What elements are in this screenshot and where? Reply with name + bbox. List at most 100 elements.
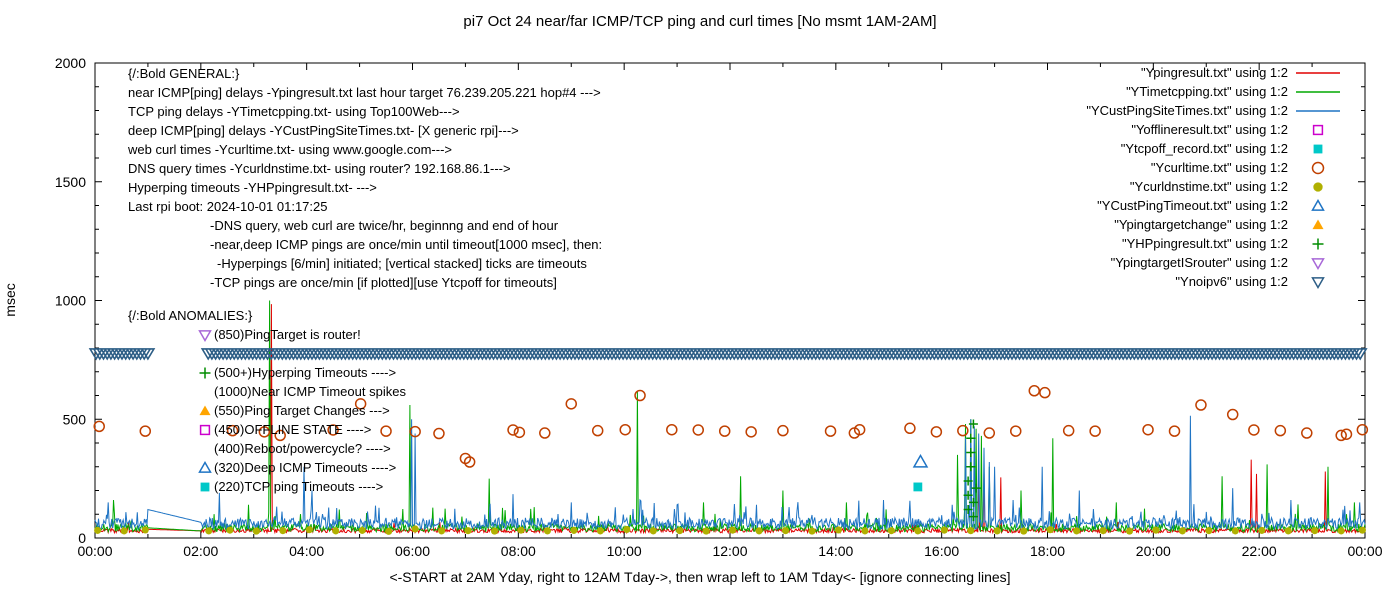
anomaly-item: (1000)Near ICMP Timeout spikes xyxy=(198,382,406,401)
general-annotations: {/:Bold GENERAL:} near ICMP[ping] delays … xyxy=(128,64,602,292)
anomaly-item: (500+)Hyperping Timeouts ----> xyxy=(198,363,406,382)
anomaly-label: (450)OFFLINE STATE ----> xyxy=(214,422,372,437)
legend-item: "Ycurltime.txt" using 1:2 xyxy=(1086,158,1344,177)
plot-border xyxy=(94,62,1366,539)
legend-item: "Ypingtargetchange" using 1:2 xyxy=(1086,215,1344,234)
x-tick-label: 18:00 xyxy=(1030,543,1065,559)
nabla-open-icon xyxy=(1311,257,1325,270)
anomaly-label: (220)TCP ping Timeouts ----> xyxy=(214,479,384,494)
anomaly-bullet-empty xyxy=(198,385,214,399)
general-line: near ICMP[ping] delays -Ypingresult.txt … xyxy=(128,85,601,100)
legend-item-label: "YTimetcpping.txt" using 1:2 xyxy=(1126,84,1288,99)
line-sample xyxy=(1296,71,1340,74)
anomaly-label: (850)PingTarget is router! xyxy=(214,327,361,342)
circle-open-icon xyxy=(1311,161,1325,174)
anomaly-label: (550)Ping Target Changes ---> xyxy=(214,403,390,418)
anomalies-annotations: {/:Bold ANOMALIES:} (850)PingTarget is ro… xyxy=(128,306,406,496)
square-open-icon xyxy=(198,423,214,437)
legend-item-label: "Ytcpoff_record.txt" using 1:2 xyxy=(1120,141,1288,156)
anomaly-label: (320)Deep ICMP Timeouts ----> xyxy=(214,460,397,475)
y-tick-label: 2000 xyxy=(55,55,86,71)
plus-icon xyxy=(198,366,214,380)
series-Ycurldnstime.txt xyxy=(94,525,1366,535)
legend-item: "YHPpingresult.txt" using 1:2 xyxy=(1086,234,1344,253)
anomaly-item: (450)OFFLINE STATE ----> xyxy=(198,420,406,439)
series-Ynoipv6 xyxy=(88,348,1368,361)
general-note: -Hyperpings [6/min] initiated; [vertical… xyxy=(217,256,587,271)
x-tick-label: 22:00 xyxy=(1242,543,1277,559)
legend-item-label: "YHPpingresult.txt" using 1:2 xyxy=(1121,236,1288,251)
anomaly-label: (500+)Hyperping Timeouts ----> xyxy=(214,365,397,380)
nabla-open-icon xyxy=(198,328,214,342)
legend-item: "YCustPingSiteTimes.txt" using 1:2 xyxy=(1086,101,1344,120)
x-tick-label: 06:00 xyxy=(395,543,430,559)
x-tick-label: 14:00 xyxy=(818,543,853,559)
x-tick-label: 08:00 xyxy=(501,543,536,559)
general-note: -TCP pings are once/min [if plotted][use… xyxy=(210,275,557,290)
anomaly-item: (320)Deep ICMP Timeouts ----> xyxy=(198,458,406,477)
circle-filled-icon xyxy=(1313,181,1323,192)
general-note: -DNS query, web curl are twice/hr, begin… xyxy=(210,218,559,233)
legend-item-label: "Ypingtargetchange" using 1:2 xyxy=(1114,217,1288,232)
legend-item-label: "Ypingresult.txt" using 1:2 xyxy=(1140,65,1288,80)
general-line: Last rpi boot: 2024-10-01 01:17:25 xyxy=(128,199,328,214)
nabla-open-icon xyxy=(1311,276,1325,289)
anomaly-item xyxy=(198,344,406,363)
anomaly-item: (850)PingTarget is router! xyxy=(198,325,406,344)
y-axis-title: msec xyxy=(2,283,18,316)
x-tick-label: 02:00 xyxy=(183,543,218,559)
legend-item: "Yofflineresult.txt" using 1:2 xyxy=(1086,120,1344,139)
anomaly-list: (850)PingTarget is router! (500+)Hyperpin… xyxy=(198,325,406,496)
triangle-filled-icon xyxy=(1312,219,1324,229)
x-tick-label: 00:00 xyxy=(77,543,112,559)
y-tick-label: 0 xyxy=(78,530,86,546)
general-line: TCP ping delays -YTimetcpping.txt- using… xyxy=(128,104,460,119)
legend-item-label: "Ycurldnstime.txt" using 1:2 xyxy=(1129,179,1288,194)
x-tick-label: 04:00 xyxy=(289,543,324,559)
triangle-filled-icon xyxy=(198,404,214,418)
series-YCustPingSiteTimes.txt xyxy=(94,415,1366,531)
series-Ytcpoff_record.txt xyxy=(913,482,923,492)
y-tick-label: 1500 xyxy=(55,174,86,190)
plus-icon xyxy=(1312,238,1324,249)
legend-item-label: "Ycurltime.txt" using 1:2 xyxy=(1150,160,1288,175)
series-YHPpingresult.txt xyxy=(963,419,981,522)
general-header: {/:Bold GENERAL:} xyxy=(128,66,240,81)
y-tick-label: 1000 xyxy=(55,293,86,309)
anomalies-header: {/:Bold ANOMALIES:} xyxy=(128,308,253,323)
x-tick-label: 16:00 xyxy=(924,543,959,559)
triangle-open-icon xyxy=(198,460,214,475)
legend-item: "YpingtargetISrouter" using 1:2 xyxy=(1086,253,1344,272)
anomaly-item: (220)TCP ping Timeouts ----> xyxy=(198,477,406,496)
legend-item-label: "YpingtargetISrouter" using 1:2 xyxy=(1110,255,1288,270)
legend-item: "Ycurldnstime.txt" using 1:2 xyxy=(1086,177,1344,196)
anomaly-label: (400)Reboot/powercycle? ----> xyxy=(214,441,391,456)
square-filled-icon xyxy=(1313,144,1323,153)
legend-item: "YTimetcpping.txt" using 1:2 xyxy=(1086,82,1344,101)
legend-item-label: "YCustPingTimeout.txt" using 1:2 xyxy=(1097,198,1288,213)
anomaly-label: (1000)Near ICMP Timeout spikes xyxy=(214,384,406,399)
legend-item: "Ynoipv6" using 1:2 xyxy=(1086,272,1344,291)
legend-item-label: "YCustPingSiteTimes.txt" using 1:2 xyxy=(1086,103,1288,118)
legend-item-label: "Yofflineresult.txt" using 1:2 xyxy=(1131,122,1288,137)
general-line: DNS query times -Ycurldnstime.txt- using… xyxy=(128,161,511,176)
general-line: web curl times -Ycurltime.txt- using www… xyxy=(128,142,453,157)
square-filled-icon xyxy=(198,480,214,494)
legend-item: "Ytcpoff_record.txt" using 1:2 xyxy=(1086,139,1344,158)
line-sample xyxy=(1296,90,1340,93)
triangle-open-icon xyxy=(1311,198,1325,211)
x-tick-label: 12:00 xyxy=(712,543,747,559)
general-line: deep ICMP[ping] delays -YCustPingSiteTim… xyxy=(128,123,519,138)
line-sample xyxy=(1296,109,1340,112)
legend-item: "Ypingresult.txt" using 1:2 xyxy=(1086,63,1344,82)
square-open-icon xyxy=(1312,124,1324,135)
legend-item: "YCustPingTimeout.txt" using 1:2 xyxy=(1086,196,1344,215)
legend-item-label: "Ynoipv6" using 1:2 xyxy=(1175,274,1288,289)
y-tick-label: 500 xyxy=(63,411,87,427)
series-YCustPingTimeout.txt xyxy=(912,453,929,468)
x-tick-label: 20:00 xyxy=(1136,543,1171,559)
x-axis-title: <-START at 2AM Yday, right to 12AM Tday-… xyxy=(389,569,1011,585)
anomaly-item: (550)Ping Target Changes ---> xyxy=(198,401,406,420)
